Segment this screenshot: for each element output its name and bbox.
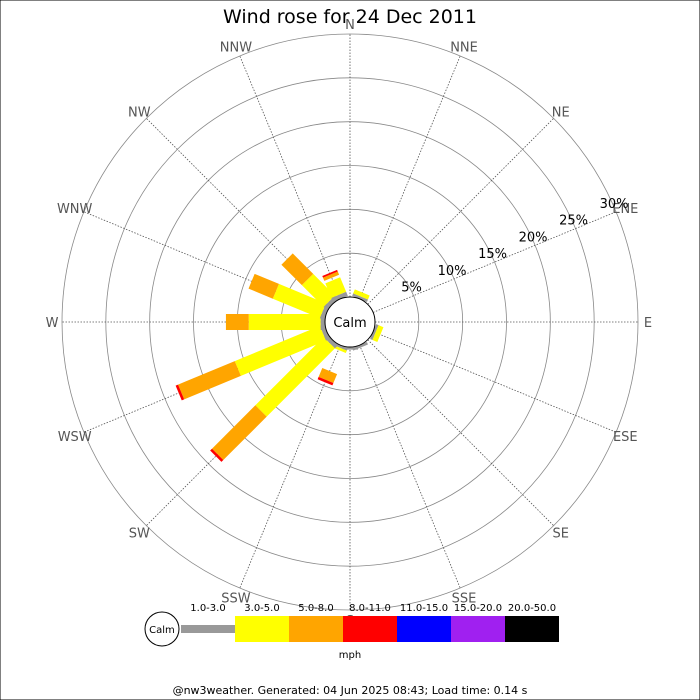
- legend-label-3: 8.0-11.0: [349, 603, 391, 614]
- legend-label-6: 20.0-50.0: [508, 603, 556, 614]
- spoke-ssw: [239, 344, 341, 589]
- grid-circle-15: [193, 165, 507, 479]
- speed-legend: Calm 1.0-3.0 3.0-5.0 5.0-8.0 8.0-11.0 11.0-15…: [144, 603, 559, 661]
- direction-label-wsw: WSW: [58, 430, 92, 445]
- direction-label-sse: SSE: [452, 591, 477, 606]
- polar-grid: [61, 33, 639, 611]
- direction-label-ene: ENE: [612, 202, 638, 217]
- wind-bars: [175, 253, 384, 462]
- direction-label-sw: SW: [129, 527, 150, 542]
- radial-tick-10: 10%: [438, 264, 467, 279]
- direction-label-nne: NNE: [450, 41, 478, 56]
- direction-label-se: SE: [552, 527, 568, 542]
- legend-swatch-5: [451, 616, 505, 642]
- bar-extra-ssw-1: [317, 376, 334, 386]
- direction-label-wnw: WNW: [57, 202, 93, 217]
- radial-tick-5: 5%: [401, 281, 422, 296]
- direction-label-w: W: [46, 316, 59, 331]
- bar-sw-bin-2: [211, 405, 267, 461]
- bar-extra-nnw-2: [322, 271, 340, 281]
- footer-text: @nw3weather. Generated: 04 Jun 2025 08:4…: [173, 684, 528, 697]
- bar-wsw-bin-2: [178, 361, 241, 400]
- legend-label-5: 15.0-20.0: [454, 603, 502, 614]
- bar-wsw-bin-3: [175, 384, 185, 401]
- spoke-se: [367, 339, 554, 526]
- bar-extra-ssw-0: [318, 367, 338, 383]
- direction-label-ssw: SSW: [221, 591, 251, 606]
- calm-circle: [324, 296, 376, 348]
- spoke-ne: [367, 118, 554, 305]
- bar-ese-bin-1: [372, 325, 384, 342]
- radial-tick-20: 20%: [519, 230, 548, 245]
- bar-wsw-bin-1: [234, 325, 326, 376]
- spoke-wnw: [83, 211, 328, 313]
- bar-wsw-bin-0: [319, 324, 330, 341]
- spoke-sw: [146, 339, 333, 526]
- bar-sw-bin-1: [255, 337, 335, 417]
- legend-calm-label: Calm: [149, 625, 175, 636]
- legend-swatch-0: [181, 625, 235, 633]
- bar-nw-bin-1: [301, 273, 335, 307]
- calm-label: Calm: [333, 316, 366, 331]
- spoke-nnw: [239, 55, 341, 300]
- bar-nw-bin-0: [323, 295, 338, 310]
- legend-units: mph: [339, 650, 361, 661]
- legend-swatch-3: [343, 616, 397, 642]
- radial-tick-labels: 5% 10% 15% 20% 25% 30%: [401, 197, 628, 296]
- direction-label-nnw: NNW: [220, 41, 252, 56]
- bar-extra-nnw-3: [322, 269, 338, 278]
- bar-sw-bin-0: [323, 334, 338, 349]
- direction-label-n: N: [345, 18, 355, 33]
- bar-nne-bin-1: [353, 289, 370, 300]
- direction-label-ne: NE: [552, 105, 570, 120]
- radial-tick-30: 30%: [600, 197, 629, 212]
- direction-label-e: E: [644, 316, 652, 331]
- spoke-ese: [372, 331, 617, 433]
- bar-wnw-bin-2: [248, 273, 279, 299]
- legend-swatch-6: [505, 616, 559, 642]
- spoke-nw: [146, 118, 333, 305]
- legend-calm-circle: [144, 611, 180, 647]
- radial-tick-25: 25%: [559, 214, 588, 229]
- spoke-sse: [359, 344, 461, 589]
- bar-wnw-bin-0: [319, 303, 330, 320]
- legend-label-4: 11.0-15.0: [400, 603, 448, 614]
- legend-label-1: 3.0-5.0: [244, 603, 279, 614]
- legend-label-0: 1.0-3.0: [190, 603, 225, 614]
- grid-circle-30: [61, 33, 639, 611]
- radial-tick-15: 15%: [478, 247, 507, 262]
- bar-wnw-bin-1: [272, 283, 326, 319]
- chart-title: Wind rose for 24 Dec 2011: [223, 6, 477, 28]
- direction-label-ese: ESE: [613, 430, 638, 445]
- spoke-ene: [372, 211, 617, 313]
- legend-label-2: 5.0-8.0: [298, 603, 333, 614]
- bar-ssw-bin-1: [331, 344, 347, 354]
- bar-nw-bin-2: [281, 253, 314, 286]
- direction-label-nw: NW: [128, 105, 151, 120]
- legend-swatch-4: [397, 616, 451, 642]
- legend-swatch-1: [235, 616, 289, 642]
- bar-nnw-bin-1: [325, 277, 347, 298]
- legend-swatch-2: [289, 616, 343, 642]
- spoke-wsw: [83, 331, 328, 433]
- bar-sw-bin-3: [210, 448, 224, 462]
- bar-nnw-bin-0: [331, 291, 348, 302]
- spoke-nne: [359, 55, 461, 300]
